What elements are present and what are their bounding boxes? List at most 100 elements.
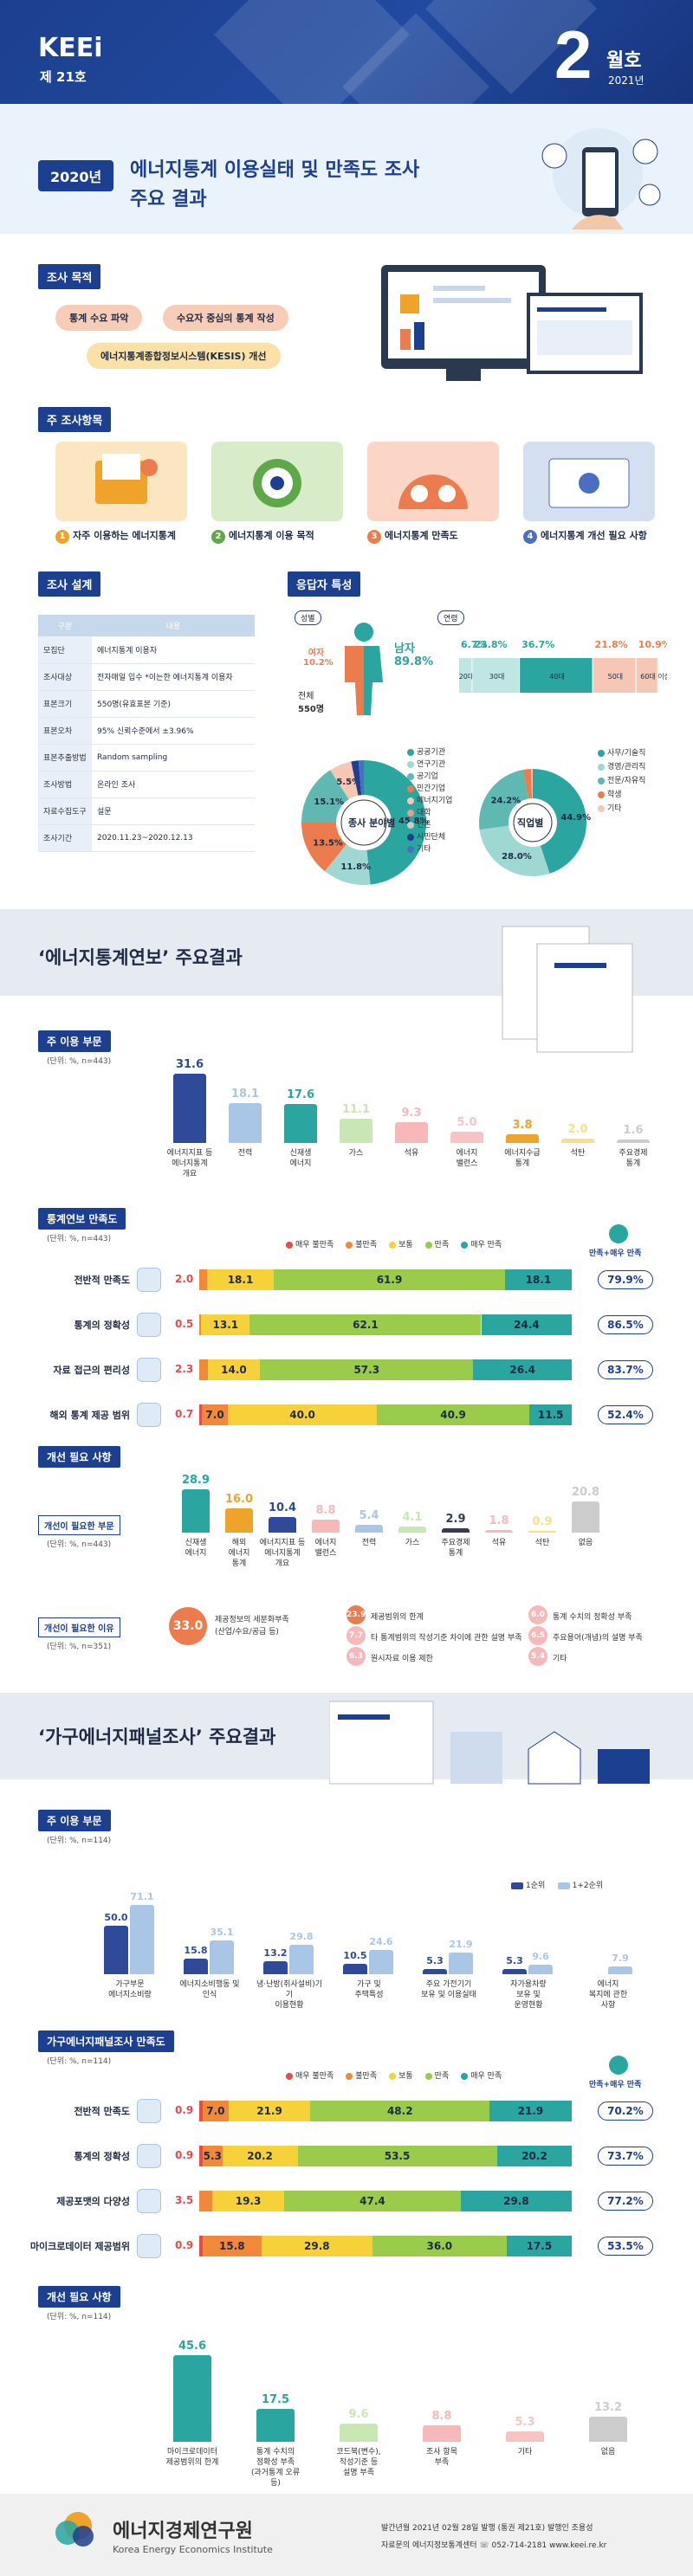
reason-circle: 6.5 (528, 1626, 547, 1645)
sat-total: 73.7% (598, 2147, 653, 2166)
bar-label: 조사 항목 부족 (426, 2448, 457, 2467)
sat-segment: 5.3 (202, 2146, 223, 2166)
bar-first (502, 1969, 527, 1974)
donut-slice (358, 760, 364, 796)
legend-item: 연구기관 (407, 759, 452, 771)
bar-label: 석유 (404, 1149, 419, 1158)
donut-label: 5.5% (336, 778, 360, 787)
sat-row-label: 전반적 만족도 (74, 1275, 130, 1286)
bar-value: 17.6 (286, 1088, 315, 1102)
legend-item: 기타 (407, 843, 452, 855)
donut-title: 직업별 (517, 817, 543, 829)
bar (423, 2424, 461, 2442)
hand-phone-illustration (541, 128, 661, 229)
bar (173, 2355, 211, 2442)
design-row: 표본크기 550명(유효표본 기준) (38, 690, 255, 718)
header-banner (0, 0, 693, 104)
donut-label: 45.8% (398, 817, 429, 826)
footer-org: 에너지경제연구원 (113, 2521, 253, 2542)
bar-value: 1.6 (623, 1123, 644, 1137)
sat-row-label: 마이크로데이터 제공범위 (29, 2241, 130, 2252)
bar-total (130, 1905, 154, 1974)
bar (173, 1074, 206, 1143)
yearbook-improve-sub1: 개선이 필요한 부문 (38, 1515, 120, 1535)
sat-total: 79.9% (598, 1270, 653, 1289)
design-row: 표본오차 95% 신뢰수준에서 ±3.96% (38, 717, 255, 745)
sat-segment (199, 1404, 202, 1425)
age-bar (636, 658, 657, 693)
bar-label: 없음 (600, 2448, 616, 2457)
sat-segment: 19.3 (212, 2191, 285, 2211)
bar-value: 18.1 (230, 1088, 260, 1101)
bar-value: 5.3 (515, 2416, 535, 2430)
bar-first (184, 1959, 208, 1974)
age-group: 20대 (459, 673, 474, 681)
sat-segment: 20.2 (222, 2146, 298, 2166)
sat-segment (199, 1269, 207, 1290)
bar-value-first: 50.0 (104, 1911, 128, 1923)
sat-segment: 36.0 (372, 2236, 507, 2256)
bar (485, 1529, 513, 1533)
bar (506, 2431, 544, 2442)
bar-label: 마이크로데이터 제공범위의 한계 (165, 2448, 219, 2467)
legend-item: 시민단체 (407, 831, 452, 843)
legend-item: 에너지기업 (407, 795, 452, 807)
bar-label: 신재생 에너지 (289, 1149, 312, 1168)
panel-sat-tag: 가구에너지패널조사 만족도 (38, 2030, 174, 2052)
bar-label: 가스 (405, 1539, 420, 1547)
bar-value: 9.6 (348, 2407, 369, 2421)
bar-label: 주요 가전기기 보유 및 이용실태 (421, 1980, 476, 1999)
bar-value-first: 5.3 (506, 1955, 523, 1967)
bar (450, 1132, 483, 1143)
donut-slice (324, 843, 371, 885)
total-block: 전체 550명 (298, 692, 325, 714)
sat-segment: 57.3 (260, 1359, 474, 1380)
bar-value-total: 24.6 (369, 1936, 393, 1948)
item-label-3: 3 에너지통계 만족도 (367, 528, 515, 544)
yearbook-satisfaction-chart: 매우 불만족 불만족 보통 만족 매우 만족 만족+매우 만족 전반적 만족도 2.0 18.1… (0, 1221, 693, 1429)
sat-segment: 15.8 (202, 2236, 262, 2256)
sat-segment: 21.9 (228, 2101, 311, 2121)
design-key: 표본오차 (38, 717, 92, 745)
purpose-pill-1: 통계 수요 파악 (55, 305, 143, 331)
sat-segment: 21.9 (489, 2101, 572, 2121)
bar-total (369, 1950, 393, 1974)
sat-legend: 매우 불만족 불만족 보통 만족 매우 만족 (286, 2069, 514, 2081)
bar-value: 4.1 (402, 1510, 423, 1524)
donut-label: 13.5% (313, 838, 343, 848)
reason-text: 제공범위의 한계 (371, 1613, 424, 1622)
item-label-4: 4 에너지통계 개선 필요 사항 (523, 528, 688, 544)
bar-total (289, 1945, 314, 1974)
male-block: 남자 89.8% (394, 642, 434, 668)
sat-row-label: 자료 접근의 편리성 (53, 1365, 130, 1376)
bar-value: 31.6 (175, 1058, 204, 1071)
bar (256, 2408, 295, 2442)
sat-row-icon (137, 1313, 161, 1337)
item-card-3 (367, 442, 499, 521)
yearbook-usage-tag: 주 이용 부문 (38, 1030, 111, 1052)
sat-segment: 7.0 (202, 1404, 229, 1425)
reason-text: 통계 수치의 정확성 부족 (553, 1613, 632, 1622)
female-block: 여자 10.2% (303, 649, 334, 668)
reason-circle: 7.7 (346, 1626, 366, 1645)
legend-item: 경영/관리직 (598, 760, 645, 774)
bar-value: 2.9 (445, 1512, 466, 1526)
panel-usage-unit: (단위: %, n=114) (47, 1837, 112, 1845)
reason-text: 원시자료 이용 제한 (371, 1655, 433, 1663)
design-value: 에너지통계 이용자 (92, 636, 255, 664)
purpose-tag: 조사 목적 (38, 264, 101, 289)
legend-item: 공기업 (407, 771, 452, 783)
sat-row-icon (137, 2144, 161, 2168)
donut-label: 24.2% (491, 797, 521, 806)
legend-item: 언론 (407, 819, 452, 831)
bar-label: 전력 (361, 1539, 377, 1547)
donut-label: 15.1% (314, 797, 344, 807)
panel-satisfaction-chart: 매우 불만족 불만족 보통 만족 매우 만족 만족+매우 만족 전반적 만족도 0.9 7.0 2… (0, 2052, 693, 2260)
issue-label: 제 21호 (40, 69, 87, 85)
bar-value: 16.0 (224, 1493, 254, 1507)
purpose-pill-2: 수요자 중심의 통계 작성 (163, 305, 288, 331)
sat-segment: 7.0 (202, 2101, 229, 2121)
bar (182, 1489, 210, 1533)
age-value: 6.7% (461, 639, 488, 650)
person-icon (345, 623, 383, 715)
